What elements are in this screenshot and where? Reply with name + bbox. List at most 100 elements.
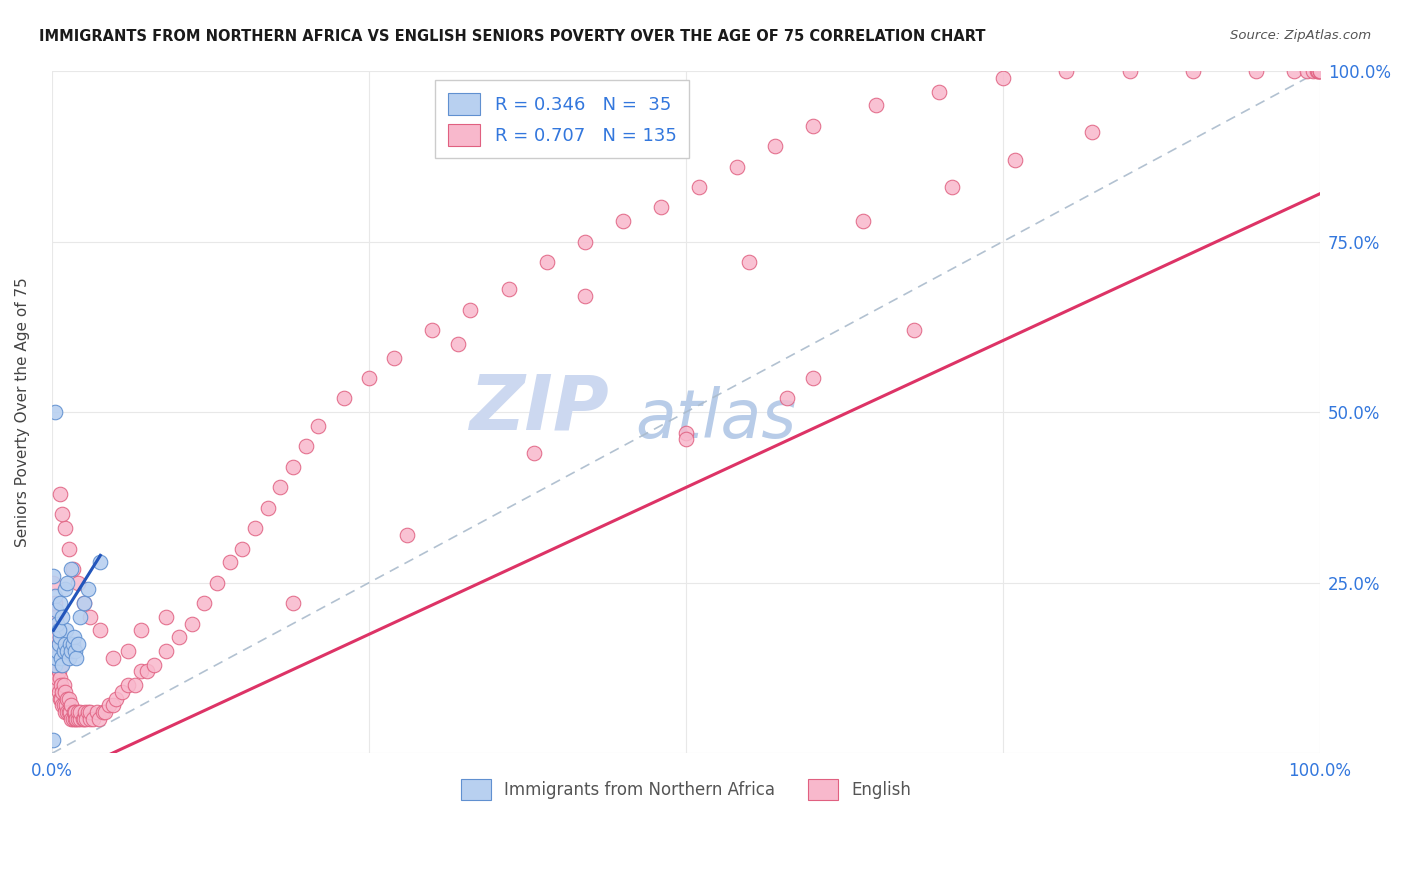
Point [53, 637, 76, 651]
Point [49, 596, 72, 610]
Point [1004, 153, 1026, 167]
Point [69, 705, 91, 719]
Point [76, 582, 98, 597]
Point [776, 392, 799, 406]
Point [44, 596, 66, 610]
Point [60, 698, 83, 713]
Point [87, 712, 110, 726]
Point [52, 678, 75, 692]
Point [1302, 64, 1324, 78]
Point [117, 678, 139, 692]
Point [49, 691, 72, 706]
Point [53, 521, 76, 535]
Point [801, 371, 824, 385]
Point [1284, 64, 1306, 78]
Point [498, 282, 520, 296]
Point [129, 665, 152, 679]
Point [332, 392, 354, 406]
Point [256, 500, 278, 515]
Point [53, 705, 76, 719]
Point [86, 705, 108, 719]
Point [1080, 125, 1102, 139]
Point [193, 596, 215, 610]
Legend: Immigrants from Northern Africa, English: Immigrants from Northern Africa, English [450, 769, 921, 810]
Point [94, 705, 117, 719]
Point [62, 705, 84, 719]
Text: atlas: atlas [636, 386, 796, 452]
Point [117, 644, 139, 658]
Point [44, 657, 66, 672]
Point [55, 698, 77, 713]
Point [167, 630, 190, 644]
Point [45, 678, 67, 692]
Text: IMMIGRANTS FROM NORTHERN AFRICA VS ENGLISH SENIORS POVERTY OVER THE AGE OF 75 CO: IMMIGRANTS FROM NORTHERN AFRICA VS ENGLI… [39, 29, 986, 44]
Point [62, 712, 84, 726]
Point [56, 644, 79, 658]
Point [1054, 64, 1077, 78]
Point [49, 691, 72, 706]
Point [359, 371, 381, 385]
Point [243, 521, 266, 535]
Point [612, 214, 634, 228]
Point [865, 98, 887, 112]
Point [44, 665, 66, 679]
Point [49, 678, 72, 692]
Point [801, 119, 824, 133]
Point [56, 691, 79, 706]
Point [142, 657, 165, 672]
Point [46, 657, 69, 672]
Point [42, 575, 65, 590]
Point [48, 665, 70, 679]
Point [45, 603, 67, 617]
Point [45, 650, 67, 665]
Point [1308, 64, 1330, 78]
Point [53, 685, 76, 699]
Point [56, 705, 79, 719]
Point [66, 705, 89, 719]
Point [104, 691, 127, 706]
Point [725, 160, 748, 174]
Point [60, 562, 83, 576]
Point [66, 575, 89, 590]
Point [111, 685, 134, 699]
Point [73, 596, 96, 610]
Point [1306, 64, 1329, 78]
Point [42, 732, 65, 747]
Point [1308, 64, 1330, 78]
Point [65, 650, 87, 665]
Point [42, 657, 65, 672]
Point [79, 705, 101, 719]
Point [294, 439, 316, 453]
Point [60, 644, 83, 658]
Point [44, 644, 66, 658]
Point [396, 528, 419, 542]
Point [69, 609, 91, 624]
Point [59, 705, 82, 719]
Point [574, 289, 596, 303]
Point [928, 85, 950, 99]
Point [75, 705, 97, 719]
Point [447, 337, 470, 351]
Point [124, 678, 146, 692]
Point [45, 609, 67, 624]
Point [231, 541, 253, 556]
Point [523, 446, 546, 460]
Point [101, 650, 124, 665]
Point [76, 705, 98, 719]
Point [1296, 64, 1319, 78]
Point [49, 657, 72, 672]
Point [852, 214, 875, 228]
Point [42, 569, 65, 583]
Point [101, 698, 124, 713]
Point [49, 644, 72, 658]
Point [269, 480, 291, 494]
Point [79, 609, 101, 624]
Point [136, 665, 159, 679]
Point [73, 712, 96, 726]
Point [574, 235, 596, 249]
Point [53, 582, 76, 597]
Point [69, 712, 91, 726]
Point [63, 712, 86, 726]
Point [675, 425, 697, 440]
Point [72, 712, 94, 726]
